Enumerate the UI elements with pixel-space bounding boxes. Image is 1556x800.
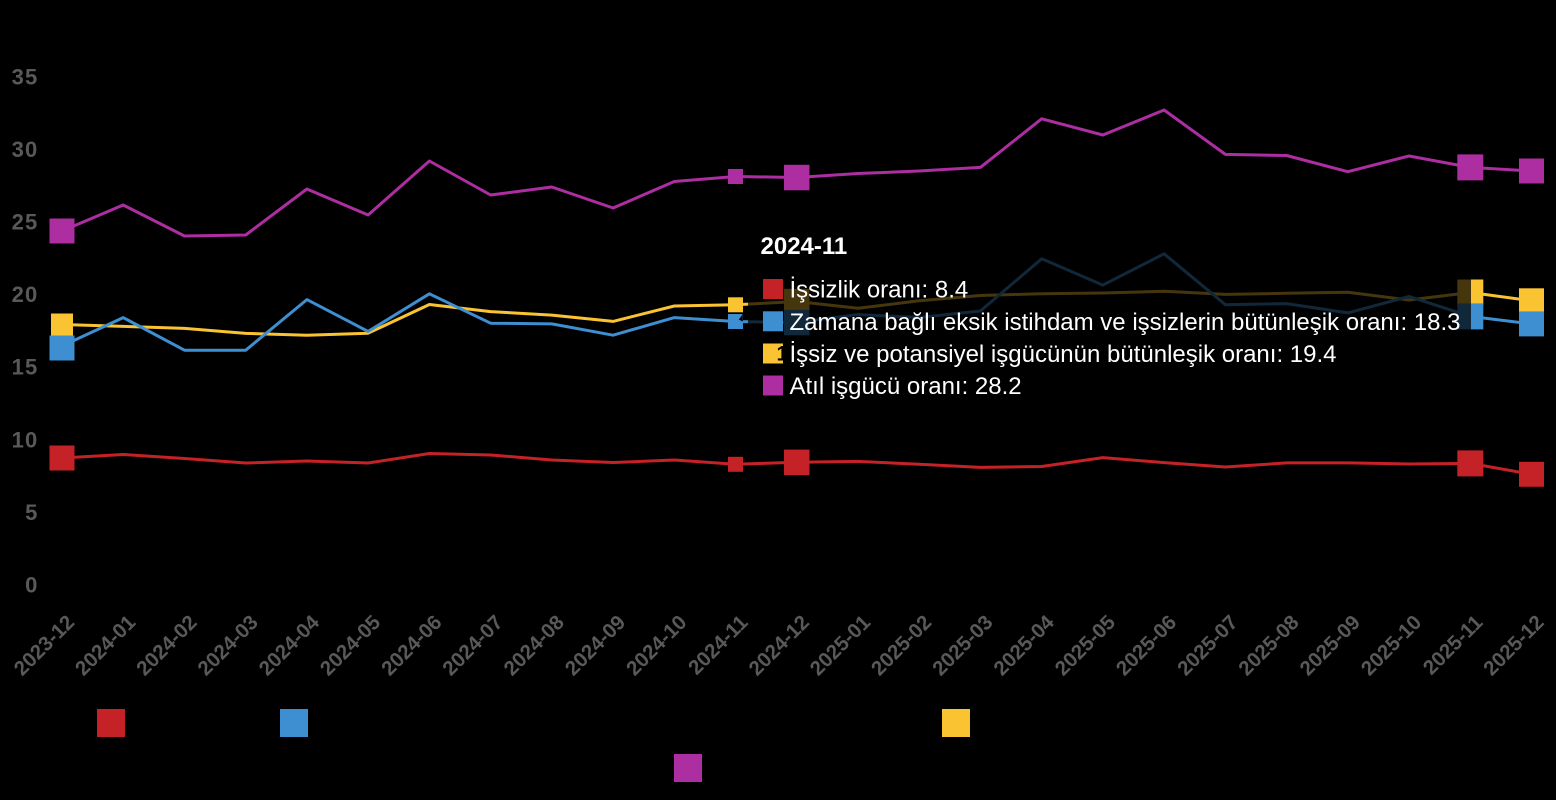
- svg-text:2024-07: 2024-07: [438, 611, 507, 680]
- svg-text:2024-05: 2024-05: [316, 611, 385, 680]
- svg-text:35: 35: [12, 65, 39, 90]
- svg-text:2024-02: 2024-02: [132, 611, 201, 680]
- svg-text:2024-06: 2024-06: [377, 611, 446, 680]
- svg-text:2024-08: 2024-08: [499, 611, 568, 680]
- svg-text:2025-08: 2025-08: [1234, 611, 1303, 680]
- svg-text:2025-10: 2025-10: [1357, 611, 1426, 680]
- svg-text:30: 30: [12, 137, 39, 162]
- svg-text:2025-04: 2025-04: [989, 610, 1059, 680]
- svg-text:2025-02: 2025-02: [867, 611, 936, 680]
- svg-text:İşsiz ve potansiyel işgücünün: İşsiz ve potansiyel işgücünün bütünleşik…: [790, 341, 1337, 368]
- svg-text:İşsizlik oranı: 8.4: İşsizlik oranı: 8.4: [790, 277, 969, 304]
- svg-text:2025-06: 2025-06: [1112, 611, 1181, 680]
- svg-text:1: 1: [777, 343, 789, 366]
- svg-text:2025-09: 2025-09: [1295, 611, 1364, 680]
- svg-text:0: 0: [25, 573, 38, 598]
- svg-text:2024-10: 2024-10: [622, 611, 691, 680]
- svg-text:2024-04: 2024-04: [254, 610, 324, 680]
- svg-text:2024-11: 2024-11: [761, 233, 848, 260]
- svg-text:2024-01: 2024-01: [71, 611, 140, 680]
- svg-text:2024-03: 2024-03: [193, 611, 262, 680]
- svg-text:5: 5: [25, 500, 38, 525]
- svg-text:2025-12: 2025-12: [1479, 611, 1548, 680]
- svg-text:2024-11: 2024-11: [684, 611, 753, 680]
- svg-text:2025-05: 2025-05: [1050, 611, 1119, 680]
- svg-text:2024-12: 2024-12: [744, 611, 813, 680]
- svg-text:2025-01: 2025-01: [806, 611, 875, 680]
- svg-text:2023-12: 2023-12: [10, 611, 79, 680]
- svg-text:25: 25: [12, 210, 39, 235]
- svg-text:2024-09: 2024-09: [561, 611, 630, 680]
- svg-text:10: 10: [12, 428, 39, 453]
- svg-text:Zamana bağlı eksik istihdam ve: Zamana bağlı eksik istihdam ve işsizleri…: [790, 309, 1461, 336]
- svg-text:Atıl işgücü oranı: 28.2: Atıl işgücü oranı: 28.2: [790, 373, 1022, 400]
- svg-text:2025-07: 2025-07: [1173, 611, 1242, 680]
- svg-text:15: 15: [12, 355, 39, 380]
- svg-text:20: 20: [12, 282, 39, 307]
- svg-text:2025-11: 2025-11: [1419, 611, 1488, 680]
- svg-text:2025-03: 2025-03: [928, 611, 997, 680]
